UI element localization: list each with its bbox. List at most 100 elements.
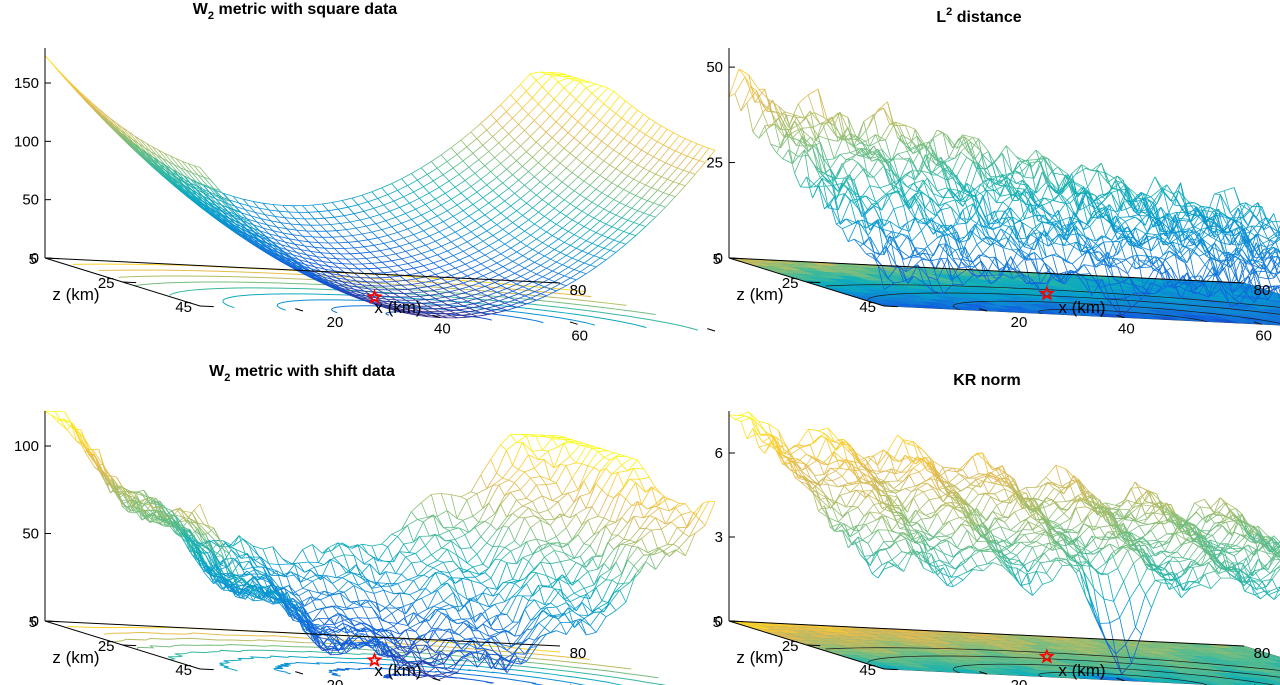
- surface-mesh-segment: [276, 226, 287, 230]
- surface-mesh-segment: [552, 190, 559, 196]
- surface-mesh-segment: [407, 228, 414, 235]
- surface-mesh-segment: [516, 278, 527, 285]
- surface-mesh-segment: [478, 209, 486, 216]
- surface-mesh-segment: [576, 240, 587, 249]
- surface-mesh-segment: [550, 258, 557, 263]
- surface-mesh-segment: [365, 225, 373, 233]
- surface-mesh-segment: [379, 250, 387, 257]
- surface-mesh-segment: [393, 196, 404, 202]
- surface-mesh-segment: [357, 201, 369, 206]
- surface-mesh-segment: [433, 262, 440, 268]
- surface-mesh-segment: [359, 219, 367, 227]
- surface-mesh-segment: [683, 169, 690, 173]
- surface-mesh-segment: [387, 232, 398, 236]
- surface-mesh-segment: [524, 176, 535, 186]
- surface-mesh-segment: [435, 240, 442, 247]
- surface-mesh-segment: [835, 163, 843, 179]
- surface-mesh-segment: [548, 142, 559, 154]
- surface-mesh-segment: [318, 211, 325, 219]
- surface-mesh-segment: [312, 204, 319, 212]
- surface-mesh-segment: [460, 139, 468, 148]
- surface-mesh-segment: [425, 244, 432, 251]
- surface-mesh-segment: [302, 257, 313, 261]
- surface-mesh-segment: [552, 270, 559, 274]
- surface-mesh-segment: [551, 127, 563, 138]
- surface-mesh-segment: [520, 241, 527, 247]
- surface-mesh-segment: [536, 295, 547, 301]
- surface-mesh-segment: [550, 162, 561, 173]
- surface-mesh-segment: [320, 224, 327, 232]
- surface-mesh-segment: [573, 190, 581, 196]
- surface-mesh-segment: [477, 295, 488, 299]
- floor-contour-line: [98, 269, 592, 298]
- surface-mesh-segment: [349, 253, 357, 260]
- surface-mesh-segment: [567, 132, 575, 139]
- surface-mesh-segment: [599, 257, 607, 261]
- surface-mesh-segment: [887, 194, 895, 210]
- surface-mesh-segment: [637, 200, 648, 211]
- surface-mesh-segment: [223, 215, 234, 226]
- surface-mesh-segment: [522, 281, 533, 288]
- surface-mesh-segment: [556, 177, 563, 183]
- surface-mesh-segment: [401, 178, 408, 186]
- surface-mesh-segment: [280, 256, 292, 264]
- surface-mesh-segment: [524, 130, 531, 137]
- surface-mesh-segment: [470, 186, 478, 193]
- surface-mesh-segment: [487, 312, 498, 316]
- surface-mesh-segment: [397, 265, 405, 271]
- surface-mesh-segment: [613, 199, 620, 203]
- floor-contour-line: [331, 305, 544, 324]
- surface-mesh-segment: [284, 256, 295, 262]
- surface-mesh-segment: [191, 172, 199, 176]
- surface-mesh-segment: [581, 243, 593, 252]
- surface-mesh-segment: [207, 185, 214, 189]
- surface-mesh-segment: [589, 120, 601, 133]
- surface-mesh-segment: [480, 114, 491, 124]
- z-tick-mark: [199, 305, 214, 308]
- surface-mesh-segment: [583, 171, 595, 182]
- surface-mesh-segment: [292, 234, 303, 237]
- surface-mesh-segment: [540, 265, 547, 269]
- surface-mesh-segment: [401, 256, 412, 260]
- surface-mesh-segment: [417, 224, 424, 231]
- surface-mesh-segment: [425, 240, 436, 246]
- surface-mesh-segment: [56, 68, 64, 76]
- surface-mesh-segment: [573, 137, 581, 144]
- surface-mesh-segment: [607, 185, 619, 197]
- surface-mesh-segment: [441, 301, 448, 305]
- surface-mesh-segment: [577, 110, 589, 122]
- surface-mesh-segment: [504, 243, 512, 249]
- surface-mesh-segment: [413, 265, 424, 269]
- surface-mesh-segment: [448, 226, 456, 233]
- surface-mesh-segment: [573, 79, 584, 81]
- surface-mesh-segment: [433, 259, 444, 264]
- surface-mesh-segment: [476, 267, 488, 273]
- surface-mesh-segment: [379, 277, 387, 283]
- surface-mesh-segment: [347, 206, 355, 214]
- surface-mesh-segment: [332, 236, 339, 244]
- surface-mesh-segment: [407, 263, 414, 269]
- surface-mesh-segment: [332, 236, 343, 238]
- surface-mesh-segment: [415, 208, 422, 216]
- surface-mesh-segment: [195, 181, 207, 193]
- surface-mesh-segment: [582, 250, 589, 254]
- surface-mesh-segment: [546, 223, 557, 233]
- surface-mesh-segment: [96, 109, 103, 116]
- surface-mesh-segment: [500, 305, 512, 309]
- surface-mesh-segment: [110, 118, 117, 124]
- surface-mesh-segment: [601, 192, 609, 197]
- surface-mesh-segment: [657, 129, 668, 142]
- surface-mesh-segment: [911, 170, 918, 193]
- surface-mesh-segment: [1144, 176, 1156, 199]
- surface-mesh-segment: [231, 214, 238, 218]
- surface-mesh-segment: [340, 274, 351, 277]
- surface-mesh-segment: [500, 104, 507, 112]
- surface-mesh-segment: [558, 266, 569, 274]
- surface-mesh-segment: [538, 103, 545, 111]
- surface-mesh-segment: [247, 226, 258, 236]
- surface-mesh-segment: [179, 183, 191, 194]
- surface-mesh-segment: [391, 260, 399, 266]
- surface-mesh-segment: [553, 157, 561, 164]
- surface-mesh-segment: [349, 221, 357, 229]
- surface-mesh-segment: [528, 252, 539, 260]
